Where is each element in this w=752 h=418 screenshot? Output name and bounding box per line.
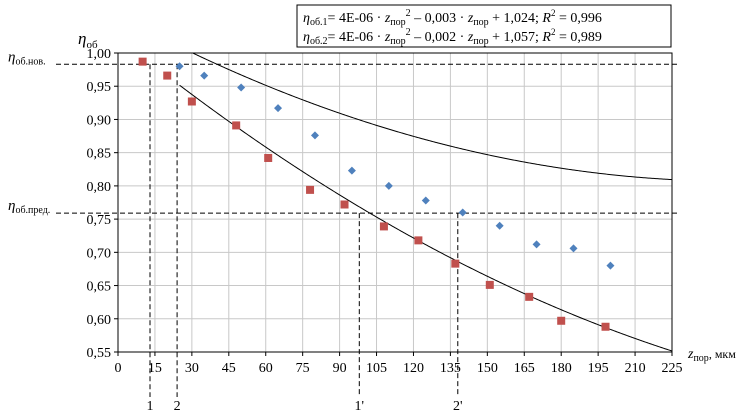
series-2-point xyxy=(525,292,534,301)
x-tick-label: 150 xyxy=(477,361,498,376)
series-1-point xyxy=(200,71,209,80)
series-1-point xyxy=(310,131,319,140)
series-2-point xyxy=(451,259,460,268)
trendline-1 xyxy=(179,84,673,352)
x-axis-label: zпор, мкм xyxy=(687,347,736,364)
x-tick-label: 165 xyxy=(514,361,535,376)
series-1-point xyxy=(384,181,393,190)
x-tick-label: 45 xyxy=(222,361,236,376)
x-tick-label: 90 xyxy=(333,361,347,376)
equation-box xyxy=(296,4,672,48)
series-2-point xyxy=(379,222,388,231)
series-1-point xyxy=(458,208,467,217)
x-tick-label: 75 xyxy=(296,361,310,376)
series-2-point xyxy=(485,280,494,289)
x-tick-label: 225 xyxy=(662,361,683,376)
x-tick-label: 195 xyxy=(588,361,609,376)
marker-label: 1 xyxy=(147,399,154,414)
series-1-point xyxy=(274,104,283,113)
x-tick-label: 0 xyxy=(115,361,122,376)
marker-lines: 1 2 1' 2' xyxy=(147,64,463,414)
series-1-point xyxy=(421,196,430,205)
reference-lines: ηоб.нов. ηоб.пред. xyxy=(8,49,678,216)
x-tick-label: 120 xyxy=(403,361,424,376)
series-1-point xyxy=(495,221,504,230)
y-tick-label: 0,65 xyxy=(87,280,112,295)
plot-area-frame xyxy=(117,52,673,353)
series-2-point xyxy=(557,316,566,325)
y-tick-label: 0,90 xyxy=(87,113,112,128)
marker-label: 2 xyxy=(174,399,181,414)
x-tick-label: 210 xyxy=(625,361,646,376)
x-tick-label: 60 xyxy=(259,361,273,376)
series-1-point xyxy=(606,261,615,270)
series-2-point xyxy=(138,57,147,66)
series-1-point xyxy=(532,240,541,249)
y-tick-label: 0,75 xyxy=(87,213,112,228)
series-1-point xyxy=(347,166,356,175)
series-2-point xyxy=(340,200,349,209)
x-tick-label: 180 xyxy=(551,361,572,376)
series-2-point xyxy=(414,236,423,245)
marker-label: 2' xyxy=(453,399,463,414)
trendlines xyxy=(179,52,673,352)
series-2-point xyxy=(306,185,315,194)
series-1-point xyxy=(569,244,578,253)
reference-line-label: ηоб.пред. xyxy=(8,198,50,216)
series-2-point xyxy=(232,121,241,130)
series-1-point xyxy=(237,83,246,92)
series-2-point xyxy=(187,97,196,106)
x-tick-label: 105 xyxy=(366,361,387,376)
y-tick-label: 1,00 xyxy=(87,47,112,62)
marker-label: 1' xyxy=(355,399,365,414)
y-tick-label: 0,60 xyxy=(87,313,112,328)
equation-1: ηоб.1= 4E-06 · zпор2 – 0,003 · zпор + 1,… xyxy=(303,8,602,28)
grid-lines xyxy=(117,52,673,353)
y-tick-label: 0,85 xyxy=(87,147,112,162)
x-tick-label: 135 xyxy=(440,361,461,376)
series-1-point xyxy=(175,62,184,71)
series-2-point xyxy=(264,153,273,162)
x-tick-label: 15 xyxy=(148,361,162,376)
x-tick-label: 30 xyxy=(185,361,199,376)
data-points xyxy=(138,57,615,331)
reference-line-label: ηоб.нов. xyxy=(8,49,46,67)
x-axis-ticks: 0 15 30 45 60 75 90 105 120 135 150 165 180 195 210 225 xyxy=(115,352,683,376)
equation-2: ηоб.2= 4E-06 · zпор2 – 0,002 · zпор + 1,… xyxy=(303,27,602,47)
trendline-2 xyxy=(192,52,673,181)
y-tick-label: 0,95 xyxy=(87,80,112,95)
y-axis-label: ηоб xyxy=(78,29,98,51)
y-tick-label: 0,55 xyxy=(87,346,112,361)
y-tick-label: 0,70 xyxy=(87,246,112,261)
y-tick-label: 0,80 xyxy=(87,180,112,195)
series-2-point xyxy=(163,71,172,80)
y-axis-ticks: 0,55 0,60 0,65 0,70 0,75 0,80 0,85 0,90 0,95 1,00 xyxy=(87,47,118,361)
series-2-point xyxy=(601,322,610,331)
